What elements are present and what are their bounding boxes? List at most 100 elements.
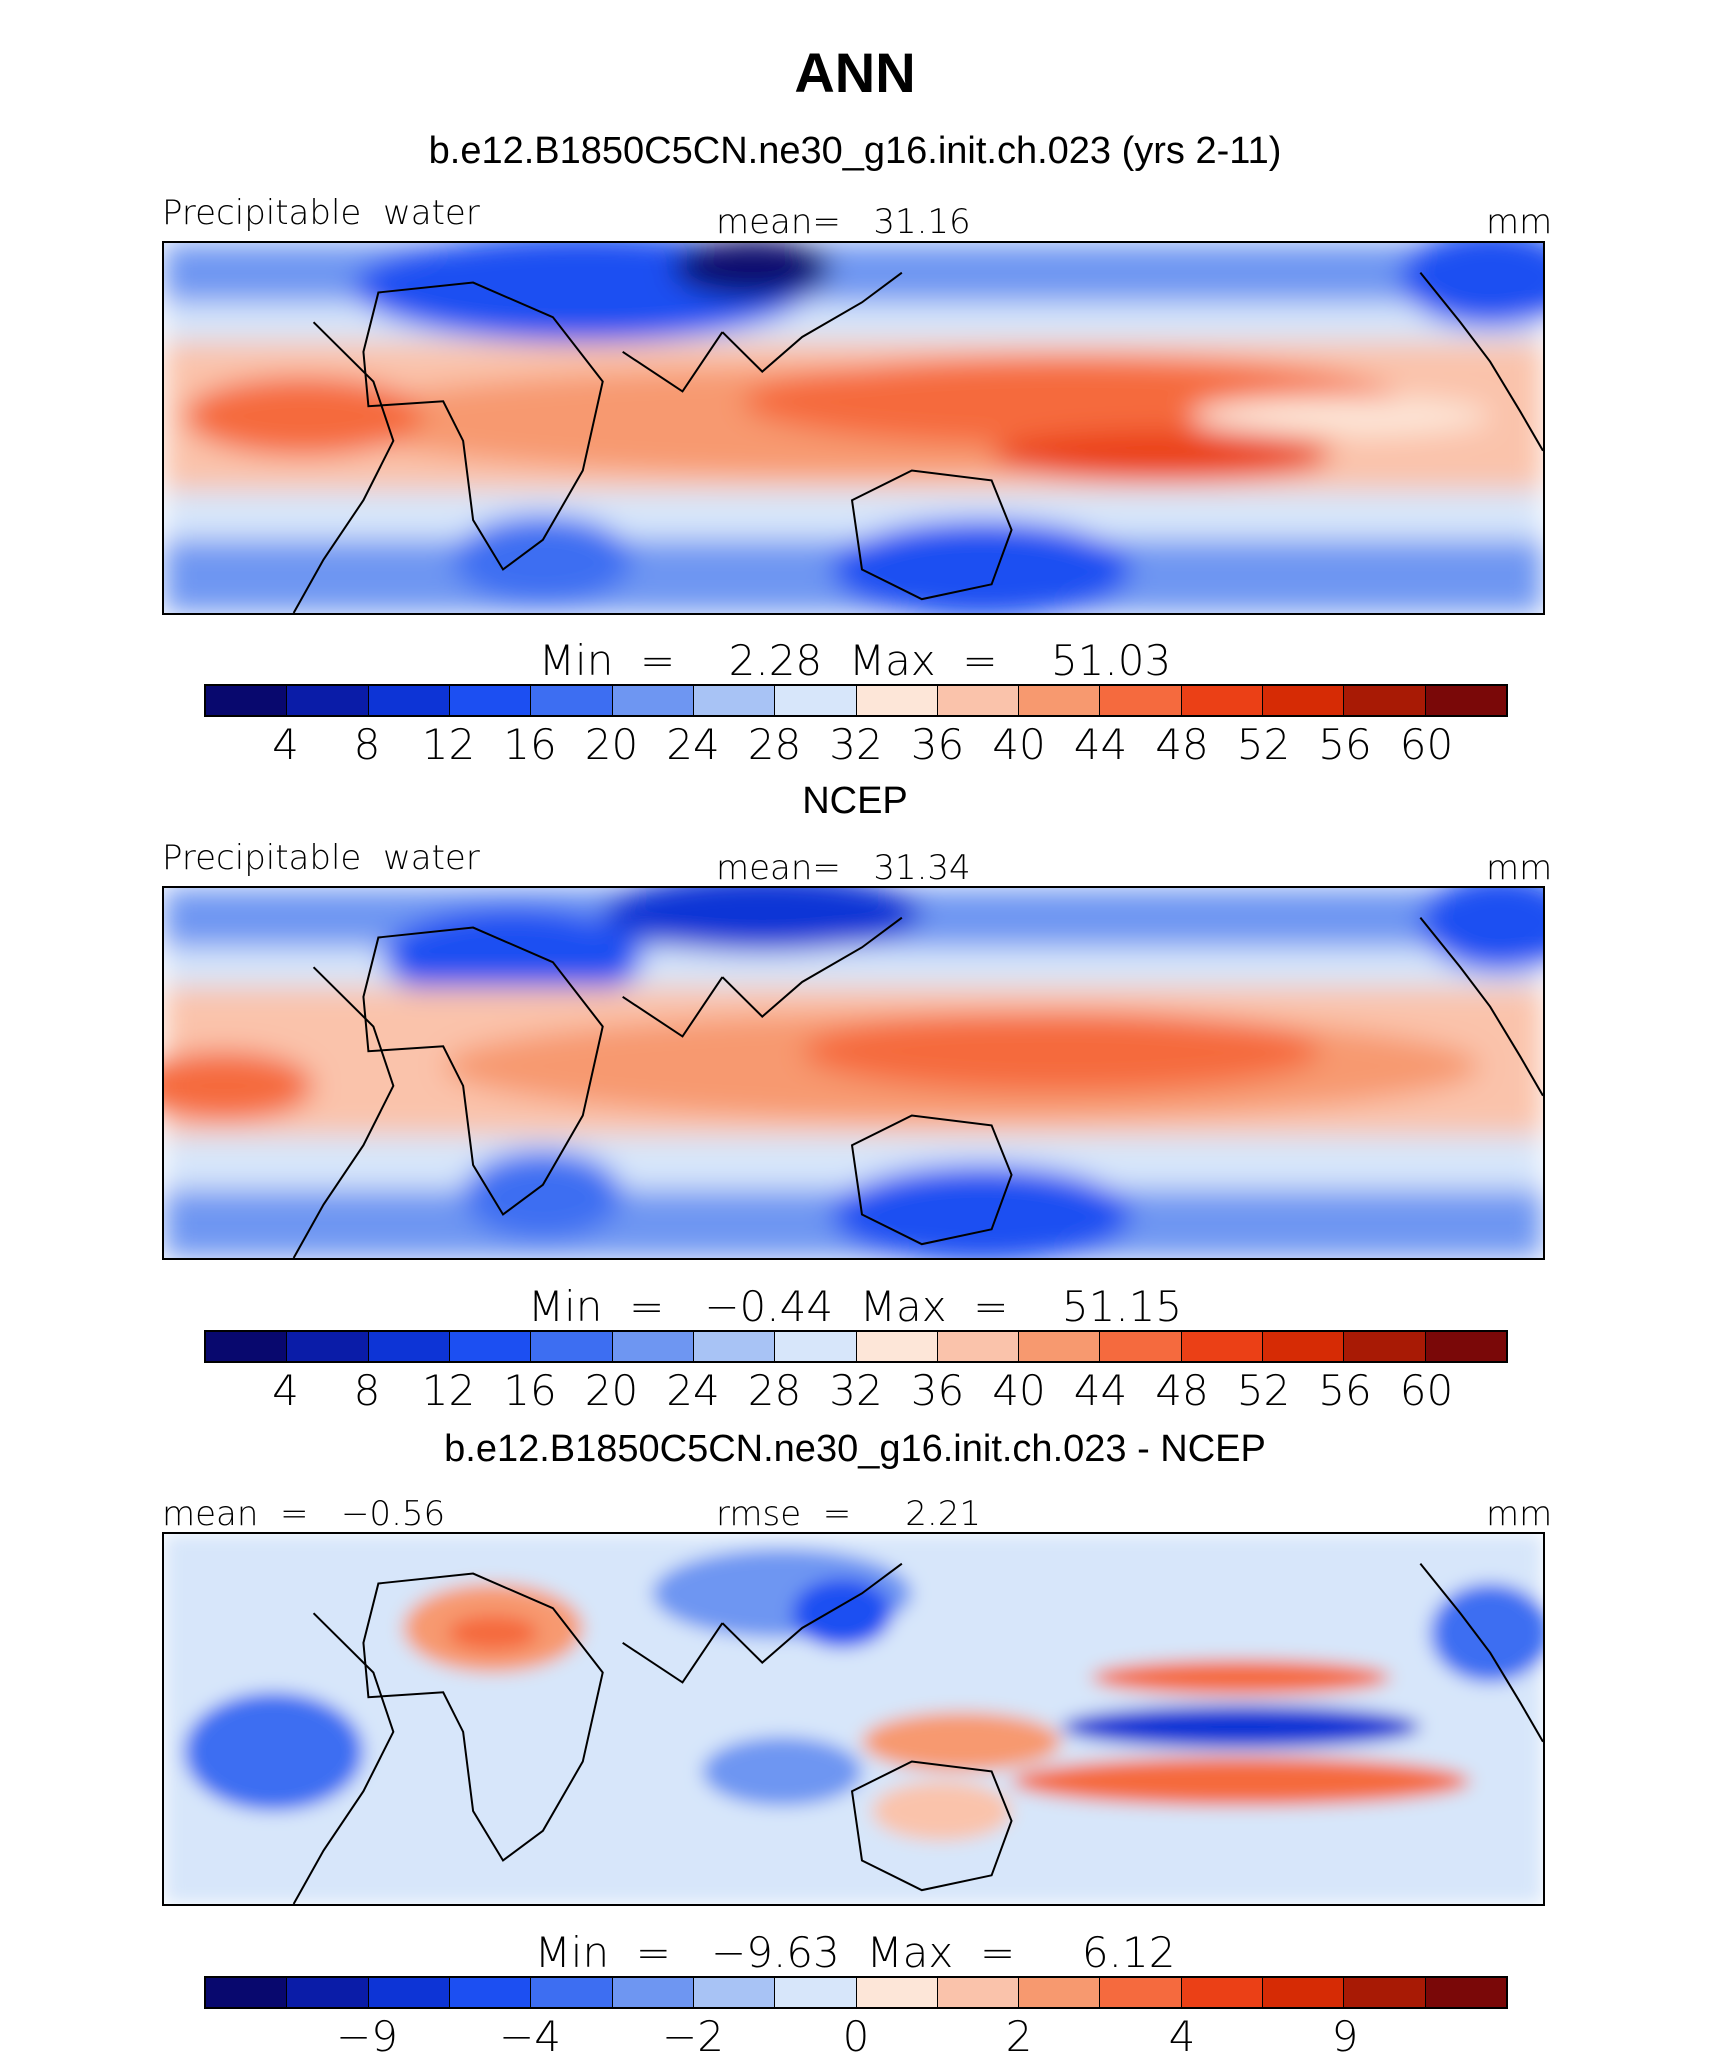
colorbar-tick-label: 2	[1005, 2012, 1033, 2061]
colorbar-tick-label: −2	[662, 2012, 724, 2061]
colorbar-box	[287, 1978, 369, 2007]
colorbar-tick-label: 20	[584, 720, 639, 769]
panel-1-map	[162, 241, 1545, 615]
panel-2-minmax: Min = −0.44 Max = 51.15	[527, 1282, 1183, 1331]
colorbar-box	[693, 1978, 776, 2007]
colorbar-tick-label: 24	[666, 1366, 720, 1415]
colorbar-tick-label: 4	[272, 1366, 299, 1415]
colorbar-tick-label: 20	[584, 1366, 639, 1415]
colorbar-tick-label: 52	[1236, 720, 1291, 769]
colorbar-tick-label: 48	[1155, 720, 1209, 769]
panel-1-colorbar	[204, 684, 1508, 717]
colorbar-tick-label: 32	[829, 1366, 883, 1415]
colorbar-tick-label: 48	[1155, 1366, 1209, 1415]
colorbar-tick-label: 52	[1236, 1366, 1291, 1415]
colorbar-box	[856, 1332, 938, 1361]
panel-2-mean-label: mean= 31.34	[716, 848, 971, 888]
panel-2-colorbar-ticks: 4 8 12 16 20 24 28 32 36 40 44 48 52 56 60	[204, 1366, 1508, 1416]
colorbar-box	[1181, 1332, 1264, 1361]
colorbar-box	[775, 1978, 857, 2007]
colorbar-tick-label: 44	[1073, 1366, 1128, 1415]
panel-2-field	[164, 888, 1543, 1258]
colorbar-tick-label: 60	[1399, 720, 1454, 769]
colorbar-box	[1425, 1978, 1506, 2007]
colorbar-tick-label: 56	[1318, 1366, 1372, 1415]
colorbar-box	[1181, 686, 1264, 715]
colorbar-tick-label: 36	[910, 720, 965, 769]
panel-2-colorbar	[204, 1330, 1508, 1363]
colorbar-box	[449, 686, 532, 715]
panel-3-mean-label: mean = −0.56	[162, 1494, 446, 1534]
colorbar-box	[693, 686, 776, 715]
colorbar-box	[937, 1978, 1020, 2007]
colorbar-box	[531, 1332, 613, 1361]
colorbar-box	[531, 1978, 613, 2007]
colorbar-tick-label: 56	[1318, 720, 1372, 769]
colorbar-tick-label: 60	[1399, 1366, 1454, 1415]
colorbar-box	[368, 1978, 450, 2007]
figure-title: ANN	[794, 41, 916, 104]
colorbar-box	[531, 686, 613, 715]
panel-3-colorbar-ticks: −9 −4 −2 0 2 4 9	[204, 2012, 1508, 2062]
panel-1-mean-label: mean= 31.16	[716, 202, 971, 242]
colorbar-box	[1019, 686, 1101, 715]
panel-2-variable-label: Precipitable water	[162, 838, 480, 878]
panel-3-map-svg	[164, 1534, 1543, 1904]
colorbar-box	[368, 686, 450, 715]
panel-1-minmax: Min = 2.28 Max = 51.03	[538, 636, 1172, 685]
colorbar-box	[287, 1332, 369, 1361]
colorbar-box	[1263, 1978, 1345, 2007]
panel-3-field	[164, 1534, 1543, 1904]
colorbar-box	[693, 1332, 776, 1361]
colorbar-box	[1344, 1978, 1426, 2007]
colorbar-box	[1019, 1978, 1101, 2007]
panel-1-coastlines	[292, 271, 1543, 613]
colorbar-tick-label: 8	[353, 720, 381, 769]
panel-1-colorbar-ticks: 4 8 12 16 20 24 28 32 36 40 44 48 52 56 60	[204, 720, 1508, 770]
panel-2-title: NCEP	[802, 780, 908, 822]
colorbar-box	[287, 686, 369, 715]
panel-2-map-svg	[164, 888, 1543, 1258]
colorbar-box	[612, 1978, 694, 2007]
colorbar-tick-label: 16	[503, 1366, 557, 1415]
panel-1-units-label: mm	[1486, 202, 1553, 242]
panel-1-map-svg	[164, 243, 1543, 613]
panel-2-coastlines	[292, 916, 1543, 1258]
colorbar-box	[449, 1978, 532, 2007]
colorbar-tick-label: −4	[499, 2012, 561, 2061]
colorbar-box	[1019, 1332, 1101, 1361]
panel-1-variable-label: Precipitable water	[162, 193, 480, 233]
colorbar-box	[775, 1332, 857, 1361]
colorbar-box	[1425, 1332, 1506, 1361]
colorbar-tick-label: 24	[666, 720, 720, 769]
colorbar-box	[612, 686, 694, 715]
colorbar-tick-label: 4	[272, 720, 299, 769]
colorbar-box	[1425, 686, 1506, 715]
colorbar-box	[1344, 1332, 1426, 1361]
panel-3-title: b.e12.B1850C5CN.ne30_g16.init.ch.023 - N…	[444, 1428, 1266, 1470]
colorbar-box	[1100, 1332, 1182, 1361]
panel-1-title: b.e12.B1850C5CN.ne30_g16.init.ch.023 (yr…	[428, 130, 1282, 172]
colorbar-tick-label: 40	[992, 720, 1046, 769]
colorbar-tick-label: 0	[842, 2012, 870, 2061]
colorbar-tick-label: 12	[421, 720, 476, 769]
colorbar-box	[1263, 1332, 1345, 1361]
colorbar-tick-label: 32	[829, 720, 883, 769]
colorbar-box	[206, 1332, 288, 1361]
colorbar-tick-label: 9	[1331, 2012, 1359, 2061]
colorbar-box	[937, 1332, 1020, 1361]
colorbar-tick-label: 44	[1073, 720, 1128, 769]
colorbar-box	[206, 686, 288, 715]
panel-3-minmax: Min = −9.63 Max = 6.12	[534, 1928, 1176, 1977]
colorbar-box	[1263, 686, 1345, 715]
colorbar-box	[449, 1332, 532, 1361]
colorbar-tick-label: 4	[1168, 2012, 1196, 2061]
colorbar-box	[937, 686, 1020, 715]
colorbar-tick-label: −9	[336, 2012, 398, 2061]
panel-2-map	[162, 886, 1545, 1260]
panel-3-colorbar	[204, 1976, 1508, 2009]
colorbar-box	[856, 686, 938, 715]
panel-3-units-label: mm	[1486, 1494, 1553, 1534]
panel-1-field	[164, 243, 1543, 613]
colorbar-tick-label: 16	[503, 720, 557, 769]
